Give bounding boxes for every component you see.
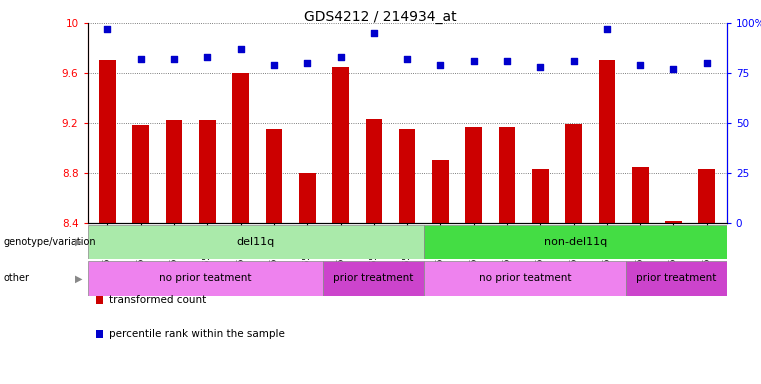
Bar xyxy=(699,169,715,223)
Bar xyxy=(323,261,424,296)
Point xyxy=(501,58,513,64)
Bar xyxy=(399,129,416,223)
Bar xyxy=(166,121,183,223)
Bar xyxy=(88,261,323,296)
Bar xyxy=(466,127,482,223)
Bar xyxy=(599,61,615,223)
Bar xyxy=(424,261,626,296)
Point xyxy=(401,56,413,62)
Point xyxy=(135,56,147,62)
Point xyxy=(468,58,480,64)
Bar xyxy=(626,261,727,296)
Text: genotype/variation: genotype/variation xyxy=(4,237,97,247)
Point xyxy=(534,64,546,70)
Text: del11q: del11q xyxy=(237,237,275,247)
Bar xyxy=(498,127,515,223)
Bar xyxy=(199,121,215,223)
Bar xyxy=(565,124,582,223)
Bar xyxy=(96,296,103,304)
Bar xyxy=(665,222,682,223)
Point xyxy=(268,62,280,68)
Bar xyxy=(532,169,549,223)
Text: other: other xyxy=(4,273,30,283)
Text: no prior teatment: no prior teatment xyxy=(159,273,252,283)
Text: ▶: ▶ xyxy=(75,237,82,247)
Text: no prior teatment: no prior teatment xyxy=(479,273,572,283)
Bar xyxy=(299,173,316,223)
Bar xyxy=(333,67,349,223)
Text: transformed count: transformed count xyxy=(109,295,206,305)
Bar xyxy=(88,225,424,259)
Point xyxy=(168,56,180,62)
Point xyxy=(667,66,680,72)
Text: prior treatment: prior treatment xyxy=(636,273,716,283)
Bar xyxy=(96,330,103,338)
Point xyxy=(435,62,447,68)
Bar xyxy=(432,161,449,223)
Point xyxy=(335,54,347,60)
Bar xyxy=(266,129,282,223)
Bar xyxy=(132,126,149,223)
Point xyxy=(368,30,380,36)
Bar xyxy=(632,167,648,223)
Text: ▶: ▶ xyxy=(75,273,82,283)
Text: GDS4212 / 214934_at: GDS4212 / 214934_at xyxy=(304,10,457,23)
Point xyxy=(101,26,113,32)
Point xyxy=(634,62,646,68)
Text: percentile rank within the sample: percentile rank within the sample xyxy=(109,329,285,339)
Point xyxy=(568,58,580,64)
Point xyxy=(234,46,247,52)
Point xyxy=(701,60,713,66)
Text: non-del11q: non-del11q xyxy=(543,237,607,247)
Bar xyxy=(99,61,116,223)
Point xyxy=(601,26,613,32)
Point xyxy=(201,54,213,60)
Text: prior treatment: prior treatment xyxy=(333,273,414,283)
Bar xyxy=(424,225,727,259)
Bar xyxy=(232,73,249,223)
Bar xyxy=(365,119,382,223)
Point xyxy=(301,60,314,66)
